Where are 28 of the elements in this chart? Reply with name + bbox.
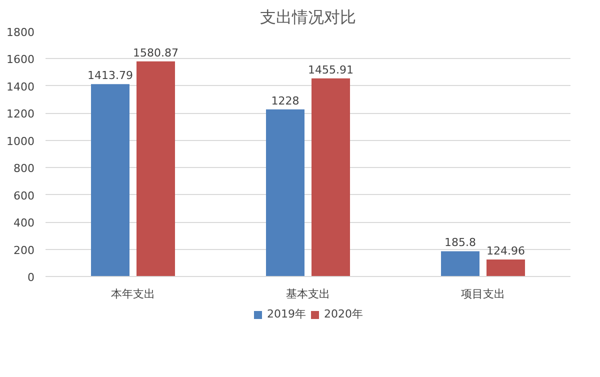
y-tick-label: 1600 xyxy=(6,53,35,66)
data-label: 1413.79 xyxy=(88,69,134,82)
data-label: 1228 xyxy=(271,94,300,108)
data-label: 124.96 xyxy=(486,244,526,258)
bar xyxy=(136,61,175,276)
y-tick-label: 800 xyxy=(14,162,35,176)
x-tick-label: 本年支出 xyxy=(111,288,155,300)
y-tick-label: 200 xyxy=(14,244,35,257)
bar xyxy=(266,109,304,276)
y-tick-label: 400 xyxy=(14,216,35,230)
legend-label: 2019年 xyxy=(267,306,306,322)
y-tick-label: 600 xyxy=(14,189,35,202)
x-tick-label: 项目支出 xyxy=(461,288,505,300)
bar xyxy=(441,251,480,276)
bar xyxy=(312,78,350,276)
bar xyxy=(486,259,525,276)
x-tick-label: 基本支出 xyxy=(286,288,330,300)
y-tick-label: 1800 xyxy=(6,26,35,39)
y-tick-label: 1400 xyxy=(6,80,35,94)
legend-label: 2020年 xyxy=(324,306,363,322)
chart-title: 支出情况对比 xyxy=(260,8,356,26)
data-label: 1580.87 xyxy=(133,46,179,60)
y-tick-label: 1200 xyxy=(6,108,35,121)
y-tick-label: 1000 xyxy=(6,134,35,148)
bar xyxy=(91,84,130,276)
data-label: 185.8 xyxy=(444,236,476,250)
y-tick-label: 0 xyxy=(28,271,34,284)
data-label: 1455.91 xyxy=(308,63,354,76)
